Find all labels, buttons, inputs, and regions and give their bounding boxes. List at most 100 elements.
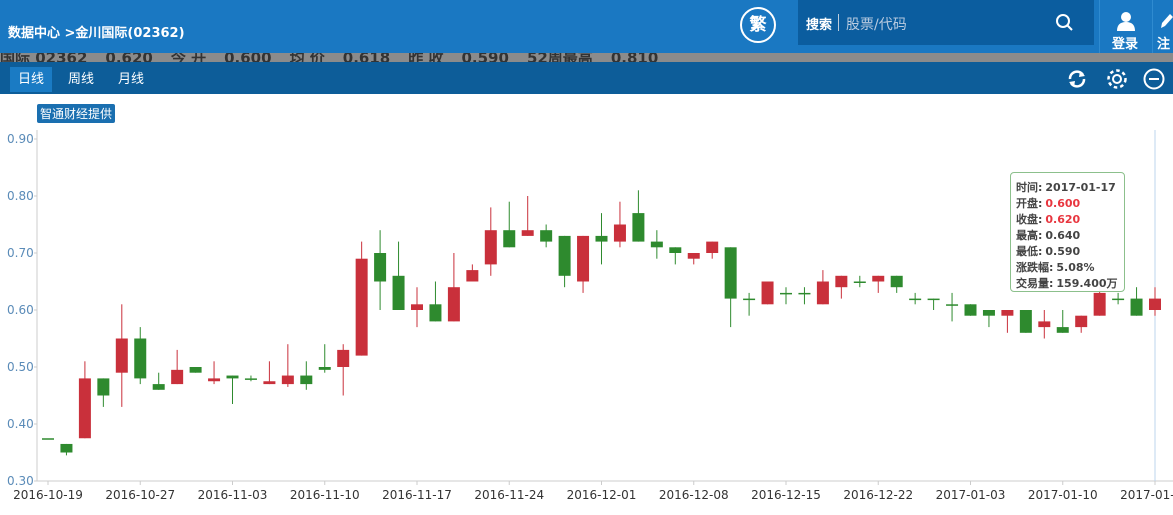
candle-body [171,369,184,385]
candle-body [78,378,91,439]
x-tick-label: 2016-12-22 [843,488,913,502]
search-placeholder[interactable]: 股票/代码 [846,17,907,33]
candle-body [411,304,423,310]
tooltip-row: 最高: 0.640 [1016,227,1080,243]
login-button[interactable]: 登录 [1099,0,1153,53]
candle-body [964,304,977,316]
refresh-icon[interactable] [1066,68,1088,90]
y-tick-label: 0.50 [7,360,34,374]
quote-item: 52周最高 [526,53,593,63]
y-tick-label: 0.80 [7,189,34,203]
breadcrumb[interactable]: 数据中心 >金川国际(02362) [8,26,185,41]
candle-body [208,378,221,382]
candle-body [816,281,829,305]
candle-body [337,349,350,367]
candle-body [318,367,331,370]
tooltip-row: 涨跌幅: 5.08% [1016,259,1095,275]
quote-item: 今 开 [170,53,207,63]
candle-body [669,247,682,253]
candle-body [503,230,516,248]
language-toggle[interactable]: 繁 [740,7,776,43]
tab-bar: 日线 周线 月线 [0,62,1173,94]
candle-body [724,247,737,299]
tab[interactable]: 日线 [10,67,53,92]
collapse-icon[interactable] [1142,67,1166,91]
x-tick-label: 2017-01-10 [1028,488,1098,502]
x-tick-label: 2017-01-17 [1120,488,1173,502]
candle-body [540,230,553,242]
candle-body [872,275,885,282]
candle-body [447,287,460,322]
candle-body [1056,327,1069,333]
x-tick-label: 2016-12-15 [751,488,821,502]
candle-body [1075,315,1088,328]
quote-item: 0.620 [105,53,153,63]
y-tick-label: 0.40 [7,417,34,431]
search-icon[interactable] [1055,13,1075,33]
quote-strip: 国际 02362 0.620 今 开 0.600 均 价 0.618 昨 收 0.590 52周… [0,53,1173,63]
register-text[interactable]: 注 [1157,37,1171,52]
tooltip-value: 0.590 [1045,245,1081,258]
tooltip-label: 最低: [1016,245,1043,258]
tooltip-value: 0.620 [1045,213,1081,226]
tooltip-value: 159.400万 [1056,277,1118,290]
x-tick-label: 2016-11-03 [198,488,268,502]
tooltip-label: 收盘: [1016,213,1043,226]
candle-body [484,230,497,265]
candle-body [429,304,442,322]
candle-body [595,235,608,242]
tooltip-label: 时间: [1016,181,1043,194]
tooltip-label: 最高: [1016,229,1043,242]
candle-body [761,281,774,305]
tooltip-row: 交易量: 159.400万 [1016,275,1118,291]
candle-body [706,241,719,253]
candle-body [392,275,405,310]
quote-item: 0.600 [224,53,272,63]
tooltip-row: 开盘: 0.600 [1016,195,1080,211]
quote-item: 昨 收 [408,53,444,63]
candle-body [798,292,811,295]
x-tick-label: 2016-10-19 [13,488,83,502]
candle-body [134,338,147,379]
top-bar: 数据中心 >金川国际(02362) 繁 搜索 股票/代码 登录 注 [0,0,1173,53]
candle-body [521,230,534,236]
settings-icon[interactable] [1105,67,1129,91]
candle-body [1112,298,1125,301]
candle-body [152,384,165,390]
tab[interactable]: 周线 [68,72,95,87]
x-tick-label: 2016-12-01 [567,488,637,502]
login-text[interactable]: 登录 [1112,37,1139,52]
tab[interactable]: 月线 [118,72,145,87]
tooltip-value: 5.08% [1056,261,1095,274]
candle-body [1149,298,1161,310]
tooltip-label: 开盘: [1016,197,1043,210]
candle-body [1093,292,1106,316]
candle-body [558,235,571,276]
candle-body [115,338,128,373]
candle-body [374,253,387,282]
y-tick-label: 0.60 [7,303,34,317]
candle-body [909,298,922,301]
candle-body [226,375,239,379]
x-tick-label: 2016-12-08 [659,488,729,502]
candle-body [1001,310,1014,316]
candle-body [687,253,700,259]
x-tick-label: 2016-11-24 [474,488,544,502]
candle-body [946,304,959,306]
candle-body [281,375,294,385]
divider [838,14,839,31]
candle-body [60,443,73,453]
candle-body [1038,321,1051,328]
candle-body [780,292,792,295]
quote-item: 0.590 [461,53,509,63]
candle-body [189,367,202,373]
y-tick-label: 0.70 [7,246,34,260]
search-box[interactable]: 搜索 股票/代码 [798,0,1094,45]
candle-body [927,298,940,301]
x-tick-label: 2016-10-27 [105,488,175,502]
pen-icon [1161,14,1173,28]
candle-body [263,381,276,385]
user-icon [1117,12,1135,31]
tooltip-value: 0.600 [1045,197,1081,210]
